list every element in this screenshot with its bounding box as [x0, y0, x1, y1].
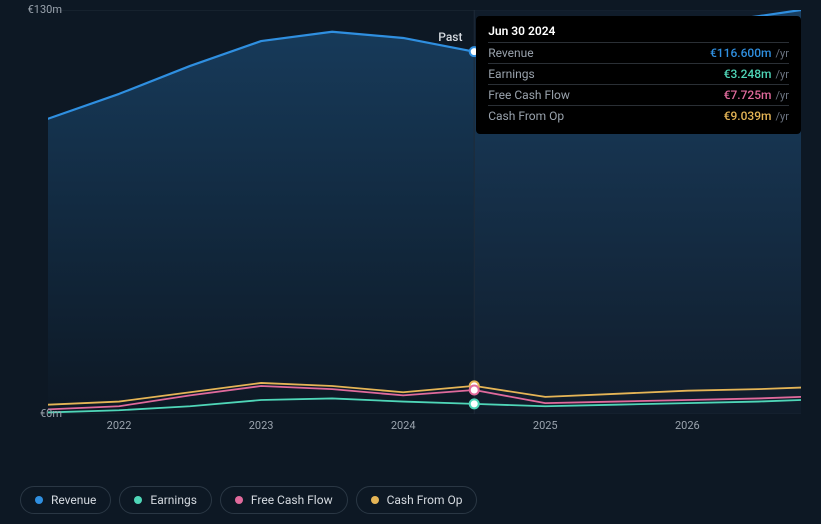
tooltip-row-label: Revenue	[488, 46, 533, 60]
legend-item-earnings[interactable]: Earnings	[119, 486, 212, 514]
tooltip-row-unit: /yr	[776, 89, 789, 102]
x-axis-label: 2026	[675, 419, 700, 432]
tooltip-row-label: Free Cash Flow	[488, 88, 570, 102]
tooltip-row-unit: /yr	[776, 47, 789, 60]
legend-label: Free Cash Flow	[251, 493, 333, 507]
legend-label: Earnings	[150, 493, 197, 507]
tooltip-row: Free Cash Flow €7.725m/yr	[488, 84, 789, 105]
tooltip-row-value-wrap: €7.725m/yr	[724, 88, 789, 102]
chart-container: PastAnalysts Forecasts €0m€130m 20222023…	[0, 0, 821, 524]
x-axis-label: 2023	[249, 419, 274, 432]
legend-dot-icon	[134, 496, 142, 504]
legend-item-free_cash_flow[interactable]: Free Cash Flow	[220, 486, 348, 514]
tooltip-row-label: Cash From Op	[488, 109, 564, 123]
tooltip-row-value: €3.248m	[724, 67, 772, 81]
tooltip-row: Cash From Op €9.039m/yr	[488, 105, 789, 126]
tooltip-row: Earnings €3.248m/yr	[488, 63, 789, 84]
tooltip-row-label: Earnings	[488, 67, 535, 81]
legend-label: Revenue	[51, 493, 96, 507]
tooltip-row-value: €9.039m	[724, 109, 772, 123]
tooltip-row-value-wrap: €116.600m/yr	[710, 46, 789, 60]
legend-item-revenue[interactable]: Revenue	[20, 486, 111, 514]
tooltip: Jun 30 2024 Revenue €116.600m/yr Earnings €…	[476, 16, 801, 134]
legend-label: Cash From Op	[387, 493, 463, 507]
past-label: Past	[438, 30, 462, 44]
tooltip-row: Revenue €116.600m/yr	[488, 42, 789, 63]
x-axis-label: 2024	[391, 419, 416, 432]
legend-item-cash_from_op[interactable]: Cash From Op	[356, 486, 478, 514]
legend-dot-icon	[235, 496, 243, 504]
tooltip-title: Jun 30 2024	[488, 24, 789, 42]
x-axis-label: 2025	[533, 419, 558, 432]
y-axis-label: €0m	[20, 407, 62, 420]
tooltip-row-value-wrap: €9.039m/yr	[724, 109, 789, 123]
tooltip-row-unit: /yr	[776, 68, 789, 81]
y-axis-label: €130m	[20, 3, 62, 16]
tooltip-row-value-wrap: €3.248m/yr	[724, 67, 789, 81]
x-axis-label: 2022	[107, 419, 132, 432]
legend-dot-icon	[35, 496, 43, 504]
legend-dot-icon	[371, 496, 379, 504]
tooltip-row-value: €7.725m	[724, 88, 772, 102]
legend: Revenue Earnings Free Cash Flow Cash From O…	[20, 486, 477, 514]
tooltip-row-unit: /yr	[776, 110, 789, 123]
tooltip-row-value: €116.600m	[710, 46, 772, 60]
